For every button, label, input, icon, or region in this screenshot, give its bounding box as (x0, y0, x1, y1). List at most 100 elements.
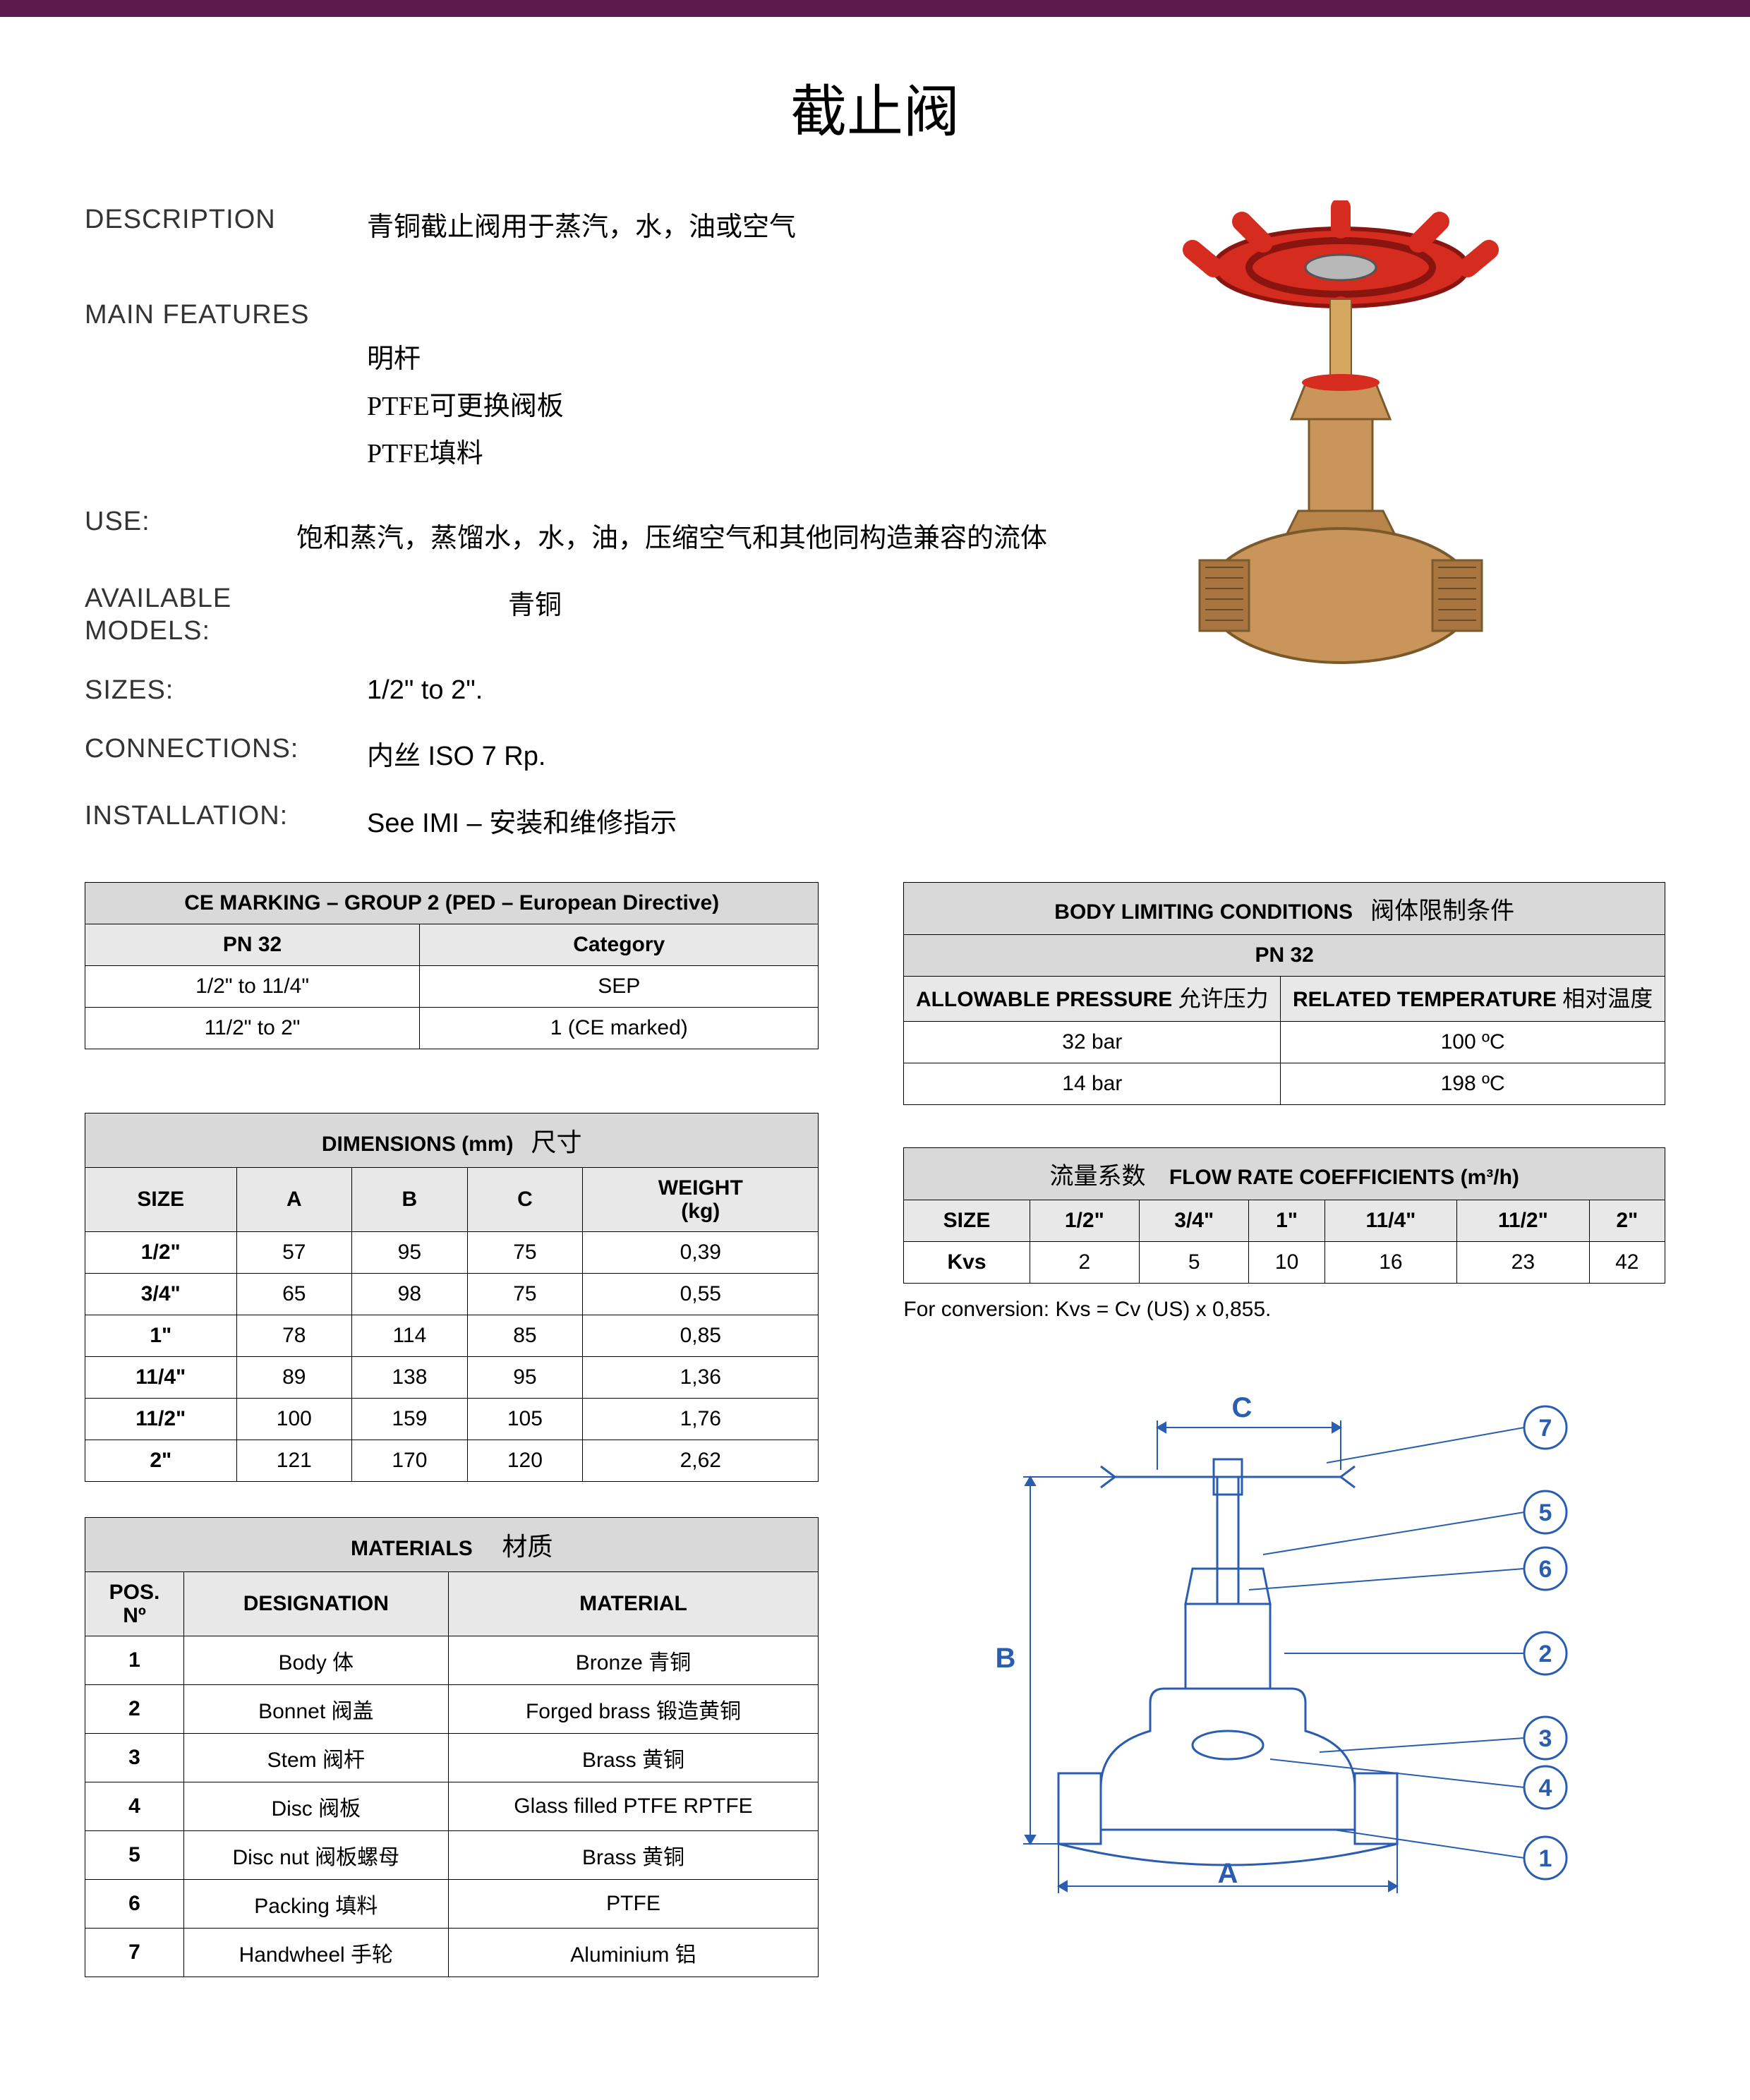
table-cell: 95 (352, 1232, 468, 1274)
table-cell: Glass filled PTFE RPTFE (448, 1782, 819, 1831)
connections-label: CONNECTIONS: (85, 734, 367, 764)
fr-title: 流量系数 FLOW RATE COEFFICIENTS (m³/h) (904, 1148, 1665, 1200)
fr-col: 1/2" (1030, 1200, 1139, 1242)
table-cell: 75 (467, 1232, 583, 1274)
table-cell: 159 (352, 1399, 468, 1440)
table-cell: 1/2" to 11/4" (85, 966, 420, 1008)
fr-col: 3/4" (1140, 1200, 1249, 1242)
table-cell: 1,76 (583, 1399, 819, 1440)
dim-label-c: C (1232, 1392, 1253, 1423)
use-value: 饱和蒸汽，蒸馏水，水，油，压缩空气和其他同构造兼容的流体 (296, 516, 1047, 555)
table-cell: Packing 填料 (184, 1880, 449, 1929)
table-cell: 100 (236, 1399, 352, 1440)
svg-text:6: 6 (1539, 1556, 1552, 1583)
models-value: 青铜 (367, 583, 562, 622)
table-cell: 4 (85, 1782, 184, 1831)
table-cell: 42 (1589, 1242, 1665, 1284)
table-cell: 75 (467, 1274, 583, 1315)
dim-label-b: B (996, 1643, 1016, 1674)
table-cell: SEP (420, 966, 819, 1008)
table-cell: 1/2" (85, 1232, 237, 1274)
table-cell: 78 (236, 1315, 352, 1357)
mat-title: MATERIALS 材质 (85, 1518, 819, 1572)
svg-text:1: 1 (1539, 1845, 1552, 1872)
table-cell: 2,62 (583, 1440, 819, 1482)
models-label: AVAILABLEMODELS: (85, 583, 367, 647)
bl-col1: ALLOWABLE PRESSURE 允许压力 (904, 977, 1281, 1022)
bl-col2: RELATED TEMPERATURE 相对温度 (1281, 977, 1665, 1022)
table-cell: 11/4" (85, 1357, 237, 1399)
table-cell: 170 (352, 1440, 468, 1482)
ce-title: CE MARKING – GROUP 2 (PED – European Dir… (85, 883, 819, 924)
table-cell: 121 (236, 1440, 352, 1482)
technical-diagram: 7 5 6 2 3 4 1 C B A (946, 1350, 1651, 1900)
table-cell: Forged brass 锻造黄铜 (448, 1685, 819, 1734)
sizes-label: SIZES: (85, 675, 367, 706)
product-photo (1157, 200, 1524, 708)
mat-col: MATERIAL (448, 1572, 819, 1636)
table-cell: 7 (85, 1929, 184, 1977)
table-cell: 1 (85, 1636, 184, 1685)
table-cell: 85 (467, 1315, 583, 1357)
table-cell: 32 bar (904, 1022, 1281, 1063)
ce-col1: PN 32 (85, 924, 420, 966)
table-cell: 11/2" (85, 1399, 237, 1440)
table-cell: PTFE (448, 1880, 819, 1929)
table-cell: Body 体 (184, 1636, 449, 1685)
ce-col2: Category (420, 924, 819, 966)
table-cell: 100 ºC (1281, 1022, 1665, 1063)
mat-col: DESIGNATION (184, 1572, 449, 1636)
table-cell: Bronze 青铜 (448, 1636, 819, 1685)
page-title: 截止阀 (85, 66, 1665, 148)
table-cell: 57 (236, 1232, 352, 1274)
fr-col: 2" (1589, 1200, 1665, 1242)
table-cell: 14 bar (904, 1063, 1281, 1105)
specs-block: DESCRIPTION 青铜截止阀用于蒸汽，水，油或空气 MAIN FEATUR… (85, 205, 1073, 840)
table-cell: 198 ºC (1281, 1063, 1665, 1105)
table-cell: 11/2" to 2" (85, 1008, 420, 1049)
table-cell: 120 (467, 1440, 583, 1482)
table-cell: 3 (85, 1734, 184, 1782)
table-cell: 65 (236, 1274, 352, 1315)
table-cell: 89 (236, 1357, 352, 1399)
installation-value: See IMI – 安装和维修指示 (367, 801, 677, 840)
features-label: MAIN FEATURES (85, 300, 367, 330)
tables-area: CE MARKING – GROUP 2 (PED – European Dir… (85, 882, 1665, 2012)
connections-value: 内丝 ISO 7 Rp. (367, 734, 545, 773)
svg-text:5: 5 (1539, 1499, 1552, 1526)
dimensions-table: DIMENSIONS (mm) 尺寸 SIZE A B C WEIGHT(kg)… (85, 1113, 819, 1482)
table-cell: 1" (85, 1315, 237, 1357)
feature-item: PTFE可更换阀板 (367, 384, 564, 423)
table-cell: 0,85 (583, 1315, 819, 1357)
table-cell: Disc 阀板 (184, 1782, 449, 1831)
table-cell: 23 (1457, 1242, 1589, 1284)
dim-label-a: A (1218, 1858, 1238, 1889)
dim-col: B (352, 1168, 468, 1232)
sizes-value: 1/2" to 2". (367, 675, 483, 706)
ce-marking-table: CE MARKING – GROUP 2 (PED – European Dir… (85, 882, 819, 1049)
flow-rate-note: For conversion: Kvs = Cv (US) x 0,855. (903, 1298, 1665, 1322)
table-cell: Brass 黄铜 (448, 1831, 819, 1880)
table-cell: 105 (467, 1399, 583, 1440)
installation-label: INSTALLATION: (85, 801, 367, 831)
svg-text:7: 7 (1539, 1415, 1552, 1442)
table-cell: Bonnet 阀盖 (184, 1685, 449, 1734)
table-cell: 98 (352, 1274, 468, 1315)
body-limiting-table: BODY LIMITING CONDITIONS 阀体限制条件 PN 32 AL… (903, 882, 1665, 1105)
page-content: 截止阀 DESCRIPTION 青铜截止阀用于蒸汽，水 (71, 17, 1679, 2041)
dim-title: DIMENSIONS (mm) 尺寸 (85, 1114, 819, 1168)
dim-col: SIZE (85, 1168, 237, 1232)
table-cell: 5 (85, 1831, 184, 1880)
table-cell: Disc nut 阀板螺母 (184, 1831, 449, 1880)
table-cell: 5 (1140, 1242, 1249, 1284)
features-list: 明杆 PTFE可更换阀板 PTFE填料 (367, 300, 564, 478)
table-cell: 6 (85, 1880, 184, 1929)
materials-table: MATERIALS 材质 POS.Nº DESIGNATION MATERIAL… (85, 1517, 819, 1977)
table-cell: Brass 黄铜 (448, 1734, 819, 1782)
table-cell: 2" (85, 1440, 237, 1482)
table-cell: 2 (1030, 1242, 1139, 1284)
table-cell: 10 (1249, 1242, 1324, 1284)
table-cell: Stem 阀杆 (184, 1734, 449, 1782)
svg-text:4: 4 (1539, 1775, 1552, 1802)
svg-text:3: 3 (1539, 1725, 1552, 1752)
